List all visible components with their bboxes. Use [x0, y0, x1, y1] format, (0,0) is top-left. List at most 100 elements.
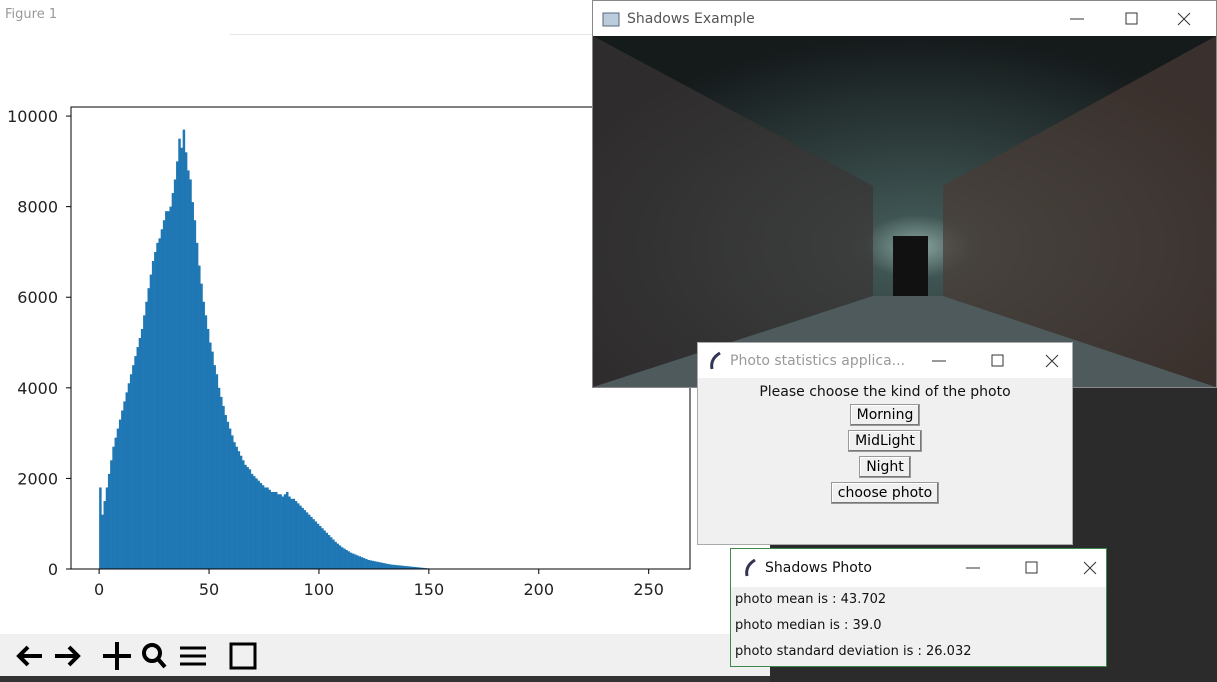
- bar: [224, 415, 227, 569]
- bar: [299, 505, 302, 569]
- toolbar: [0, 634, 770, 682]
- bar: [215, 374, 219, 569]
- bar: [279, 494, 282, 569]
- bar: [312, 519, 315, 569]
- bar: [244, 464, 247, 569]
- bar: [358, 556, 362, 569]
- bar: [321, 528, 324, 569]
- bar: [217, 387, 221, 569]
- bar: [351, 553, 355, 569]
- bar: [189, 179, 192, 569]
- bar: [336, 543, 340, 569]
- bar: [180, 147, 183, 569]
- chart: 0 2000 4000 6000 8000 10000 0 50 100 150 200 250: [7, 106, 691, 599]
- y-tick-label: 10000: [7, 107, 58, 126]
- bar: [202, 301, 205, 569]
- divider: [230, 34, 770, 35]
- stat-line: photo mean is : 43.702: [735, 592, 887, 607]
- close[interactable]: [1045, 354, 1059, 367]
- y-tick-label: 4000: [17, 379, 58, 398]
- bar: [332, 539, 335, 569]
- bar: [387, 564, 390, 569]
- bar: [220, 396, 223, 569]
- maximize[interactable]: [1025, 561, 1038, 574]
- window-title: Figure 1: [5, 7, 58, 22]
- bar: [198, 265, 201, 569]
- bar: [105, 487, 109, 569]
- bar: [112, 446, 115, 569]
- bar: [149, 274, 153, 569]
- bar: [118, 419, 122, 569]
- bar: [345, 549, 348, 569]
- x-tick-label: 250: [633, 580, 664, 599]
- bar: [173, 179, 177, 569]
- y-tick-label: 2000: [17, 469, 58, 488]
- bar: [406, 566, 410, 569]
- bar: [160, 229, 164, 569]
- bar: [354, 554, 357, 569]
- bar: [154, 251, 157, 570]
- bar: [237, 451, 241, 569]
- stats-lines: photo mean is : 43.702 photo median is : …: [731, 587, 1106, 665]
- zoom-button[interactable]: [142, 643, 162, 663]
- bar: [140, 328, 144, 569]
- bar: [171, 193, 175, 569]
- bar: [391, 564, 394, 569]
- bar: [380, 562, 383, 569]
- bar: [103, 501, 107, 569]
- bar: [222, 405, 225, 569]
- bar: [334, 541, 337, 569]
- back-button[interactable]: [16, 645, 42, 667]
- config-button[interactable]: [180, 646, 206, 666]
- bar: [362, 558, 366, 569]
- bar: [415, 567, 419, 569]
- bar: [132, 365, 135, 569]
- pan-button[interactable]: [103, 642, 131, 670]
- kind-button[interactable]: Night: [859, 456, 911, 478]
- bar: [255, 478, 258, 569]
- bar: [292, 498, 296, 569]
- bar: [327, 535, 331, 569]
- bar: [323, 530, 326, 569]
- bar: [204, 315, 208, 569]
- bar: [145, 301, 148, 569]
- bar: [420, 567, 423, 569]
- maximize[interactable]: [991, 354, 1004, 366]
- kind-button[interactable]: choose photo: [830, 482, 940, 504]
- title-bar: Shadows Photo: [731, 549, 1106, 587]
- bar: [151, 261, 155, 569]
- photo-window: Shadows Photo photo mean is : 43.702 phot…: [730, 548, 1107, 667]
- bar: [213, 365, 216, 569]
- bar: [242, 460, 245, 569]
- window-title: Photo statistics applica...: [730, 352, 905, 369]
- bar: [395, 565, 399, 569]
- bar: [376, 561, 379, 569]
- bar: [349, 552, 353, 569]
- bar: [182, 129, 186, 569]
- stat-line: photo standard deviation is : 26.032: [735, 644, 972, 659]
- bar: [176, 161, 179, 569]
- bar: [200, 283, 203, 569]
- bar: [184, 152, 188, 569]
- close[interactable]: [1177, 12, 1191, 25]
- bar: [285, 492, 289, 569]
- bar: [270, 492, 274, 569]
- kind-button[interactable]: Morning: [849, 404, 921, 426]
- bar: [382, 563, 386, 569]
- save-button[interactable]: [229, 642, 257, 670]
- bar: [356, 555, 359, 569]
- bar: [365, 559, 368, 569]
- bar: [290, 498, 293, 569]
- bar: [266, 487, 269, 569]
- bar: [125, 392, 129, 569]
- title-bar: Shadows Example: [593, 1, 1216, 36]
- bar: [378, 562, 381, 569]
- forward-button[interactable]: [55, 645, 81, 667]
- bar: [206, 328, 210, 569]
- kind-button[interactable]: MidLight: [848, 430, 922, 452]
- close[interactable]: [1083, 561, 1097, 575]
- bar: [263, 487, 267, 569]
- bar: [272, 492, 276, 569]
- maximize[interactable]: [1125, 12, 1138, 24]
